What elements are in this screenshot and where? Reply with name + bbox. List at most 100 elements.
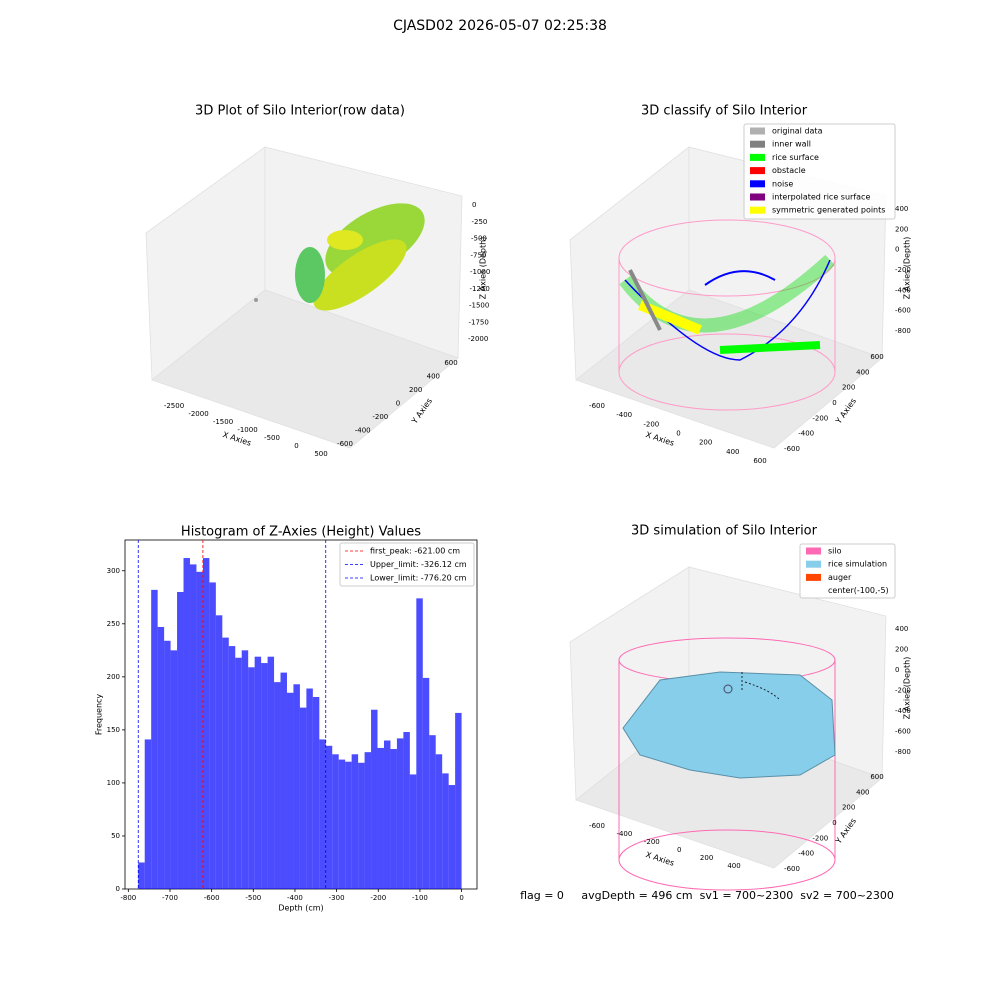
y-tick-label: -200 <box>372 413 388 421</box>
y-tick-label: 400 <box>427 373 440 381</box>
z-tick-label: 400 <box>895 625 908 633</box>
y-tick-label: 0 <box>116 885 120 893</box>
y-tick-label: -600 <box>784 445 800 453</box>
y-tick-label: 0 <box>396 400 400 408</box>
z-tick-label: -2000 <box>468 335 488 343</box>
bar <box>338 759 346 889</box>
x-tick-label: 0 <box>676 430 680 438</box>
z-tick-label: -600 <box>895 728 911 736</box>
bar <box>267 656 275 889</box>
bar <box>241 650 249 889</box>
x-tick-label: -600 <box>589 822 605 830</box>
x-tick-label: 400 <box>727 862 740 870</box>
point-cloud <box>313 239 407 311</box>
bar <box>248 667 255 889</box>
chart-title: 3D Plot of Silo Interior(row data) <box>195 104 405 119</box>
legend-label: auger <box>828 573 852 582</box>
chart-title: Histogram of Z-Axies (Height) Values <box>181 525 421 540</box>
rice-surface <box>719 341 821 354</box>
legend-swatch <box>750 180 765 188</box>
bar <box>170 650 178 889</box>
z-tick-label: 0 <box>895 666 899 674</box>
y-tick-label: -400 <box>798 850 814 858</box>
y-tick-label: 400 <box>856 368 869 376</box>
plot1-cloud <box>254 203 425 311</box>
x-tick-label: -600 <box>204 894 220 902</box>
floor <box>575 289 883 449</box>
bar <box>189 564 197 889</box>
y-axis-label: Y Axies <box>409 397 434 427</box>
bar <box>286 692 294 889</box>
legend-label: Lower_limit: -776.20 cm <box>370 574 467 583</box>
legend-swatch <box>750 206 765 214</box>
x-tick-label: 500 <box>314 450 327 458</box>
bar <box>345 761 352 889</box>
z-tick-label: 0 <box>895 246 899 254</box>
legend-label: rice simulation <box>828 560 887 569</box>
legend-swatch <box>750 167 765 175</box>
bar <box>299 707 307 889</box>
bar <box>306 688 313 889</box>
bar <box>183 558 190 889</box>
status-text: flag = 0 avgDepth = 496 cm sv1 = 700~230… <box>520 889 894 902</box>
point-cloud <box>295 247 325 303</box>
bar <box>332 754 339 889</box>
x-axis-label: Depth (cm) <box>278 904 323 913</box>
legend-label: Upper_limit: -326.12 cm <box>370 560 467 569</box>
bar <box>455 712 462 889</box>
z-tick-label: -800 <box>895 748 911 756</box>
z-tick-label: -400 <box>895 707 911 715</box>
z-axis-label: Z Axies (Depth) <box>479 237 488 300</box>
rice-simulation <box>622 671 836 779</box>
x-tick-label: -200 <box>370 894 386 902</box>
auger <box>741 672 781 701</box>
bar <box>138 862 145 889</box>
y-tick-label: 300 <box>107 567 120 575</box>
bar <box>429 735 436 889</box>
y-tick-label: -200 <box>812 834 828 842</box>
bar <box>383 740 391 889</box>
bar <box>364 752 372 889</box>
bar <box>312 696 320 889</box>
y-tick-label: 600 <box>870 353 883 361</box>
x-tick-label: -400 <box>616 830 632 838</box>
legend-label: rice surface <box>772 153 819 162</box>
z-tick-label: 200 <box>895 225 908 233</box>
point <box>254 298 258 302</box>
bar <box>151 589 158 889</box>
z-tick-label: -750 <box>471 251 487 259</box>
legend-swatch <box>806 560 821 568</box>
x-tick-label: -500 <box>264 434 280 442</box>
y-tick-label: 200 <box>842 804 855 812</box>
x-tick-label: -400 <box>287 894 303 902</box>
y-tick-label: -600 <box>784 865 800 873</box>
legend-box <box>339 542 475 587</box>
x-tick-label: -200 <box>644 838 660 846</box>
x-tick-label: 200 <box>700 854 713 862</box>
bar <box>215 615 223 889</box>
legend-swatch <box>806 547 821 555</box>
y-tick-label: -400 <box>355 427 371 435</box>
legend-box <box>799 543 896 599</box>
bar <box>416 598 423 889</box>
x-tick-label: -100 <box>412 894 428 902</box>
y-tick-label: 50 <box>111 832 120 840</box>
z-tick-label: 0 <box>472 201 476 209</box>
bar <box>157 626 165 889</box>
plot2-cloud <box>618 219 836 411</box>
bar <box>435 754 443 889</box>
x-tick-label: -300 <box>329 894 345 902</box>
x-tick-label: -2500 <box>164 402 184 410</box>
center <box>723 684 733 694</box>
legend-swatch <box>806 573 821 581</box>
x-tick-label: 200 <box>699 439 712 447</box>
z-tick-label: -600 <box>895 307 911 315</box>
bar <box>274 682 281 889</box>
y-tick-label: 200 <box>409 386 422 394</box>
bar <box>371 709 378 889</box>
legend-label: inner wall <box>772 140 811 149</box>
z-tick-label: -200 <box>895 687 911 695</box>
figure-title: CJASD02 2026-05-07 02:25:38 <box>393 18 607 34</box>
chart-title: 3D classify of Silo Interior <box>641 104 808 119</box>
bar <box>422 677 430 889</box>
